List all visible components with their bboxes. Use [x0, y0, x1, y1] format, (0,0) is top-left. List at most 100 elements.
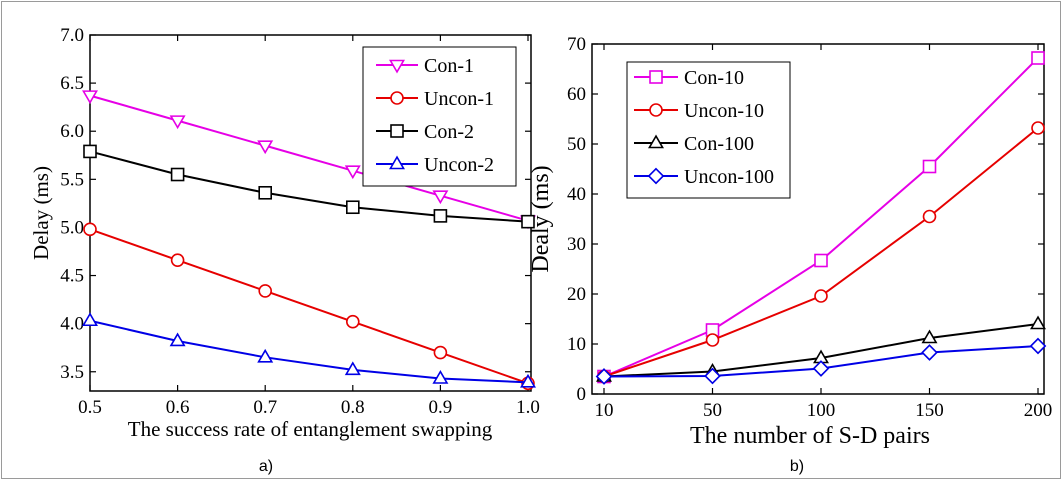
a-point-uncon-1 [170, 253, 185, 267]
b-legend-marker-con-10 [649, 70, 663, 84]
b-point-con-10 [922, 159, 937, 174]
a-point-con-2 [433, 209, 448, 223]
chart-a-y-ticks: 3.5 4.0 4.5 5.0 5.5 6.0 6.5 7.0 [60, 25, 531, 383]
a-legend-label-con-2: Con-2 [424, 121, 474, 143]
b-point-con-100 [1030, 315, 1046, 330]
a-point-uncon-2 [257, 348, 274, 363]
chart-b-plot-area [591, 43, 1045, 395]
a-point-uncon-1 [258, 284, 273, 298]
a-series-line-con-2 [89, 150, 529, 223]
a-legend-marker-uncon-2 [389, 155, 405, 170]
a-legend-marker-con-1 [389, 59, 405, 74]
chart-b-x-ticks: 10 50 100 150 200 [595, 44, 1053, 421]
b-point-uncon-10 [922, 209, 937, 224]
b-point-uncon-100 [812, 360, 830, 377]
a-x-tick-label: 0.5 [78, 397, 102, 418]
b-y-tick-label: 20 [567, 284, 586, 305]
a-x-tick-label: 0.7 [253, 397, 277, 418]
a-point-uncon-2 [169, 332, 186, 347]
a-y-tick-label: 5.0 [60, 217, 84, 238]
b-y-tick-label: 30 [567, 234, 586, 255]
a-point-con-1 [82, 90, 98, 105]
b-y-tick-label: 10 [567, 334, 586, 355]
chart-b-legend: Con-10 Uncon-10 Con-100 Uncon-100 [626, 61, 791, 199]
a-point-con-2 [521, 214, 535, 229]
b-point-uncon-100 [595, 368, 613, 385]
b-y-tick-label: 40 [567, 184, 586, 205]
b-x-tick-label: 10 [595, 400, 614, 421]
chart-b-y-axis-label: Dealy (ms) [528, 165, 554, 272]
b-point-uncon-100 [921, 344, 938, 361]
a-point-con-2 [83, 144, 97, 159]
a-y-tick-label: 5.5 [60, 169, 84, 190]
b-point-uncon-100 [704, 367, 721, 385]
chart-a-x-ticks: 0.5 0.6 0.7 0.8 0.9 1.0 [78, 35, 540, 418]
a-y-tick-label: 3.5 [60, 362, 84, 383]
b-x-tick-label: 150 [915, 400, 944, 421]
chart-a-series [82, 90, 536, 391]
a-legend-marker-con-2 [390, 124, 404, 138]
a-y-tick-label: 4.5 [60, 266, 84, 287]
b-x-tick-label: 200 [1024, 400, 1053, 421]
b-legend-marker-uncon-10 [649, 103, 663, 117]
b-y-tick-label: 60 [567, 84, 586, 105]
a-point-uncon-1 [433, 345, 448, 360]
b-y-tick-label: 50 [567, 134, 586, 155]
a-point-con-1 [432, 190, 449, 205]
b-legend-label-con-100: Con-100 [684, 133, 754, 155]
a-y-tick-label: 7.0 [60, 25, 84, 46]
a-x-tick-label: 1.0 [516, 397, 540, 418]
b-point-con-10 [1031, 51, 1045, 65]
a-series-line-uncon-2 [89, 319, 529, 384]
chart-a-y-axis-label: Delay (ms) [29, 166, 53, 260]
chart-b-x-axis-label: The number of S-D pairs [690, 423, 930, 449]
chart-a: 0.5 0.6 0.7 0.8 0.9 1.0 3.5 4.0 4.5 5.0 5.5 6.0 6.5… [29, 25, 540, 475]
a-x-tick-label: 0.6 [166, 397, 190, 418]
b-legend-marker-con-100 [648, 134, 664, 149]
a-point-con-2 [258, 185, 273, 200]
chart-a-legend-box [362, 46, 517, 187]
a-series-line-con-1 [89, 94, 529, 222]
a-legend-label-uncon-1: Uncon-1 [424, 88, 494, 110]
chart-b-legend-entries: Con-10 Uncon-10 Con-100 Uncon-100 [634, 67, 774, 188]
b-x-tick-label: 50 [703, 400, 722, 421]
b-legend-marker-uncon-100 [647, 167, 665, 185]
b-point-uncon-100 [1029, 337, 1047, 355]
a-point-uncon-2 [82, 312, 98, 327]
a-point-con-2 [345, 200, 360, 215]
chart-b: 10 50 100 150 200 0 10 20 30 40 50 60 70 The number… [528, 34, 1052, 475]
b-legend-label-uncon-100: Uncon-100 [684, 166, 774, 188]
a-legend-label-uncon-2: Uncon-2 [424, 154, 494, 176]
b-point-uncon-10 [705, 333, 720, 347]
chart-b-series [595, 51, 1047, 385]
b-point-con-10 [814, 253, 828, 268]
a-point-uncon-2 [432, 369, 449, 384]
b-point-con-100 [921, 329, 938, 344]
a-legend-label-con-1: Con-1 [424, 55, 474, 77]
a-y-tick-label: 6.5 [60, 73, 84, 94]
a-point-con-2 [170, 167, 185, 182]
b-legend-label-con-10: Con-10 [684, 67, 744, 89]
a-series-line-uncon-1 [89, 228, 529, 385]
a-point-uncon-1 [83, 222, 97, 237]
chart-a-legend: Con-1 Uncon-1 Con-2 Uncon-2 [362, 46, 517, 187]
b-y-tick-label: 0 [577, 384, 587, 405]
a-x-tick-label: 0.9 [429, 397, 453, 418]
b-x-tick-label: 100 [807, 400, 836, 421]
chart-a-x-axis-label: The success rate of entanglement swappin… [128, 417, 493, 441]
a-point-uncon-2 [520, 373, 536, 388]
a-point-con-1 [344, 165, 361, 180]
chart-b-caption: b) [790, 458, 804, 475]
a-point-con-1 [257, 140, 274, 155]
b-legend-label-uncon-10: Uncon-10 [684, 100, 764, 122]
a-point-uncon-2 [344, 361, 361, 376]
b-point-uncon-10 [814, 289, 828, 303]
chart-a-caption: a) [259, 458, 273, 475]
chart-a-plot-area [89, 34, 532, 392]
a-point-uncon-1 [345, 314, 360, 329]
a-y-tick-label: 6.0 [60, 121, 84, 142]
a-point-con-1 [169, 115, 186, 130]
b-point-uncon-10 [1031, 121, 1045, 135]
